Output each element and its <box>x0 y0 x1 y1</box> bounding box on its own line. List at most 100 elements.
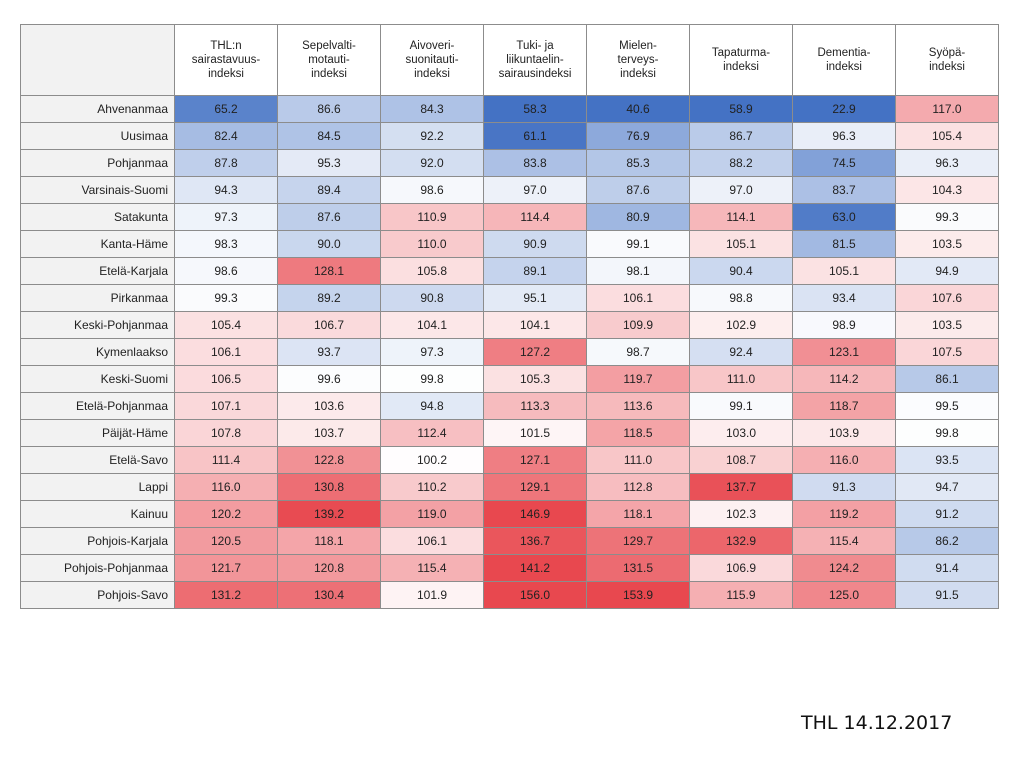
row-label: Pohjois-Karjala <box>20 527 175 555</box>
heatmap-cell: 124.2 <box>792 554 896 582</box>
heatmap-cell: 99.8 <box>895 419 999 447</box>
heatmap-cell: 153.9 <box>586 581 690 609</box>
heatmap-cell: 132.9 <box>689 527 793 555</box>
heatmap-cell: 99.6 <box>277 365 381 393</box>
heatmap-cell: 94.3 <box>174 176 278 204</box>
heatmap-cell: 93.4 <box>792 284 896 312</box>
heatmap-cell: 128.1 <box>277 257 381 285</box>
table-row: Pohjois-Savo 131.2 130.4 101.9 156.0 153.9 115… <box>20 581 999 609</box>
table-row: Kainuu 120.2 139.2 119.0 146.9 118.1 102.3 119.… <box>20 500 999 528</box>
header-row: THL:n sairastavuus- indeksi Sepelvalti- m… <box>20 24 999 96</box>
heatmap-cell: 103.7 <box>277 419 381 447</box>
heatmap-cell: 120.8 <box>277 554 381 582</box>
heatmap-cell: 80.9 <box>586 203 690 231</box>
column-header-label: Tuki- ja liikuntaelin- sairausindeksi <box>498 40 572 80</box>
heatmap-cell: 130.8 <box>277 473 381 501</box>
heatmap-cell: 87.8 <box>174 149 278 177</box>
footer-source-date: THL 14.12.2017 <box>801 712 953 734</box>
heatmap-cell: 83.7 <box>792 176 896 204</box>
heatmap-cell: 127.2 <box>483 338 587 366</box>
heatmap-cell: 98.6 <box>380 176 484 204</box>
heatmap-cell: 86.7 <box>689 122 793 150</box>
column-header: Aivoveri- suonitauti- indeksi <box>380 24 484 96</box>
heatmap-cell: 139.2 <box>277 500 381 528</box>
heatmap-cell: 115.9 <box>689 581 793 609</box>
heatmap-cell: 131.5 <box>586 554 690 582</box>
heatmap-cell: 89.2 <box>277 284 381 312</box>
heatmap-cell: 99.1 <box>586 230 690 258</box>
heatmap-cell: 110.2 <box>380 473 484 501</box>
heatmap-cell: 91.4 <box>895 554 999 582</box>
table-row: Pohjanmaa 87.8 95.3 92.0 83.8 85.3 88.2 74.5 96.… <box>20 149 999 177</box>
row-label: Satakunta <box>20 203 175 231</box>
heatmap-cell: 113.6 <box>586 392 690 420</box>
column-header-label: THL:n sairastavuus- indeksi <box>191 40 261 80</box>
row-label: Etelä-Pohjanmaa <box>20 392 175 420</box>
heatmap-cell: 97.3 <box>174 203 278 231</box>
heatmap-cell: 98.3 <box>174 230 278 258</box>
heatmap-cell: 105.1 <box>689 230 793 258</box>
heatmap-cell: 22.9 <box>792 95 896 123</box>
heatmap-cell: 90.0 <box>277 230 381 258</box>
heatmap-cell: 137.7 <box>689 473 793 501</box>
heatmap-cell: 106.7 <box>277 311 381 339</box>
heatmap-cell: 98.6 <box>174 257 278 285</box>
heatmap-cell: 103.9 <box>792 419 896 447</box>
heatmap-cell: 97.3 <box>380 338 484 366</box>
heatmap-cell: 99.3 <box>895 203 999 231</box>
heatmap-cell: 105.3 <box>483 365 587 393</box>
row-label: Päijät-Häme <box>20 419 175 447</box>
column-header: Syöpä- indeksi <box>895 24 999 96</box>
row-label: Etelä-Karjala <box>20 257 175 285</box>
heatmap-cell: 103.5 <box>895 230 999 258</box>
column-header-label: Dementia- indeksi <box>817 47 871 73</box>
row-label: Kanta-Häme <box>20 230 175 258</box>
heatmap-cell: 82.4 <box>174 122 278 150</box>
heatmap-cell: 92.4 <box>689 338 793 366</box>
heatmap-cell: 104.3 <box>895 176 999 204</box>
heatmap-cell: 93.5 <box>895 446 999 474</box>
heatmap-cell: 106.9 <box>689 554 793 582</box>
heatmap-cell: 111.4 <box>174 446 278 474</box>
table-row: Lappi 116.0 130.8 110.2 129.1 112.8 137.7 91.3 9… <box>20 473 999 501</box>
heatmap-cell: 76.9 <box>586 122 690 150</box>
heatmap-cell: 120.5 <box>174 527 278 555</box>
heatmap-cell: 116.0 <box>174 473 278 501</box>
column-header: Tapaturma- indeksi <box>689 24 793 96</box>
heatmap-cell: 95.1 <box>483 284 587 312</box>
heatmap-cell: 61.1 <box>483 122 587 150</box>
heatmap-cell: 95.3 <box>277 149 381 177</box>
heatmap-cell: 98.7 <box>586 338 690 366</box>
heatmap-cell: 94.7 <box>895 473 999 501</box>
table-row: Päijät-Häme 107.8 103.7 112.4 101.5 118.5 103.… <box>20 419 999 447</box>
row-label: Keski-Suomi <box>20 365 175 393</box>
heatmap-cell: 123.1 <box>792 338 896 366</box>
heatmap-cell: 90.4 <box>689 257 793 285</box>
row-label: Keski-Pohjanmaa <box>20 311 175 339</box>
heatmap-cell: 114.2 <box>792 365 896 393</box>
column-header-label: Syöpä- indeksi <box>928 47 966 73</box>
heatmap-cell: 99.8 <box>380 365 484 393</box>
heatmap-cell: 98.8 <box>689 284 793 312</box>
heatmap-cell: 108.7 <box>689 446 793 474</box>
heatmap-cell: 103.0 <box>689 419 793 447</box>
heatmap-cell: 101.5 <box>483 419 587 447</box>
heatmap-cell: 110.0 <box>380 230 484 258</box>
heatmap-cell: 118.5 <box>586 419 690 447</box>
heatmap-cell: 104.1 <box>380 311 484 339</box>
heatmap-cell: 130.4 <box>277 581 381 609</box>
table-row: Etelä-Savo 111.4 122.8 100.2 127.1 111.0 108.7… <box>20 446 999 474</box>
heatmap-cell: 99.3 <box>174 284 278 312</box>
heatmap-cell: 93.7 <box>277 338 381 366</box>
heatmap-cell: 146.9 <box>483 500 587 528</box>
heatmap-cell: 104.1 <box>483 311 587 339</box>
heatmap-cell: 111.0 <box>586 446 690 474</box>
heatmap-cell: 102.3 <box>689 500 793 528</box>
heatmap-cell: 131.2 <box>174 581 278 609</box>
heatmap-cell: 141.2 <box>483 554 587 582</box>
heatmap-cell: 86.2 <box>895 527 999 555</box>
table-row: Varsinais-Suomi 94.3 89.4 98.6 97.0 87.6 97.0 8… <box>20 176 999 204</box>
table-row: Pirkanmaa 99.3 89.2 90.8 95.1 106.1 98.8 93.4 10… <box>20 284 999 312</box>
heatmap-cell: 118.7 <box>792 392 896 420</box>
heatmap-cell: 102.9 <box>689 311 793 339</box>
